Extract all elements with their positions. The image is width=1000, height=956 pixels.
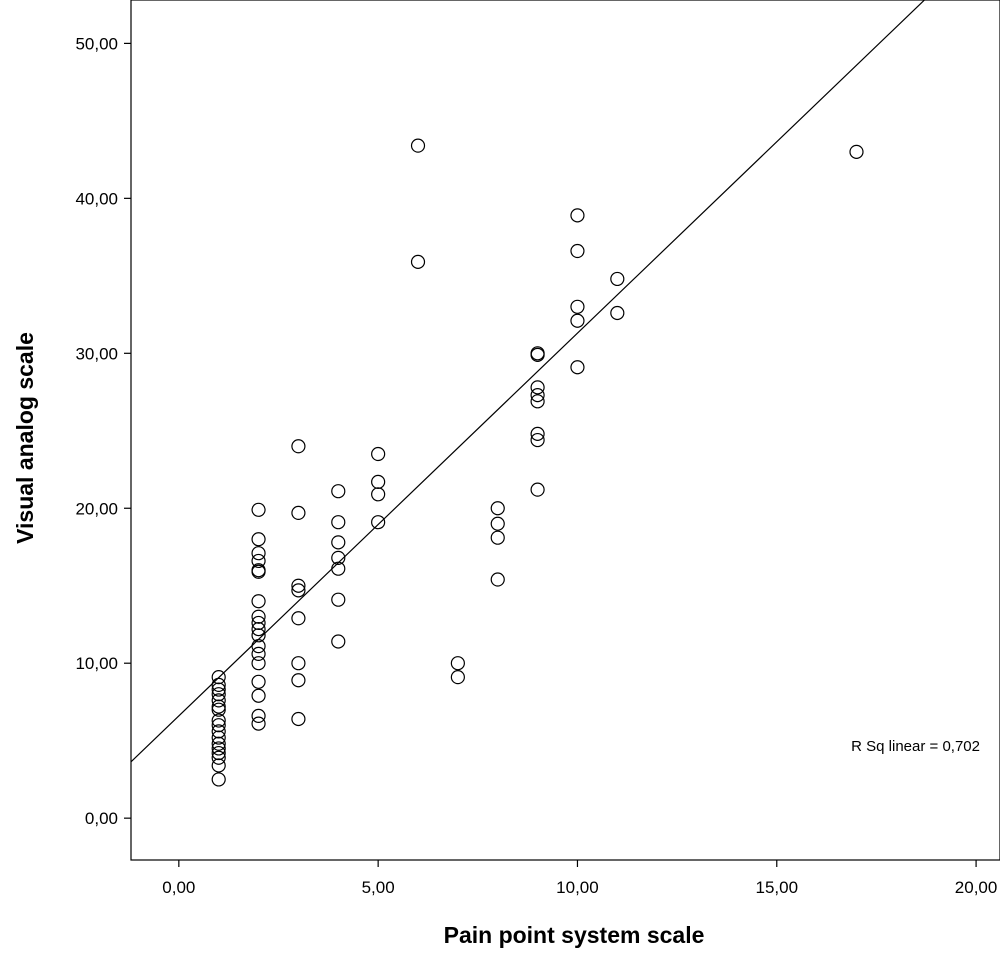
data-point (331, 535, 346, 550)
data-point (849, 144, 864, 159)
data-point (371, 474, 386, 490)
data-point (211, 699, 226, 714)
data-point (211, 724, 226, 739)
data-point (211, 693, 226, 708)
data-point (530, 432, 545, 448)
data-point (610, 271, 625, 287)
data-point (331, 550, 346, 565)
data-point (211, 713, 226, 728)
data-point (570, 243, 585, 259)
y-tick-label: 50,00 (75, 34, 118, 53)
data-point (291, 439, 306, 454)
data-point (211, 730, 226, 745)
y-tick-label: 30,00 (75, 344, 118, 363)
data-point (490, 516, 505, 531)
data-point (211, 745, 226, 761)
data-point (530, 482, 545, 497)
data-point (410, 254, 426, 269)
data-point (211, 682, 226, 697)
data-point (371, 487, 386, 502)
data-point (530, 388, 545, 403)
y-tick-label: 20,00 (75, 499, 118, 518)
data-point (251, 564, 266, 579)
data-point (530, 426, 545, 441)
y-axis: 0,00 10,00 20,00 30,00 40,00 50,00 (75, 34, 131, 828)
data-point (251, 628, 266, 643)
x-tick-label: 5,00 (362, 878, 395, 897)
plot-area (130, 0, 1000, 861)
data-point (450, 670, 465, 685)
data-point (251, 546, 266, 561)
x-tick-label: 0,00 (162, 878, 195, 897)
data-point (371, 515, 386, 530)
data-point (331, 515, 346, 530)
data-point (291, 611, 306, 626)
data-point (331, 592, 346, 607)
data-point (251, 553, 266, 569)
x-tick-label: 20,00 (955, 878, 998, 897)
data-point (291, 656, 306, 671)
data-point (570, 299, 585, 314)
x-axis: 0,00 5,00 10,00 15,00 20,00 (162, 860, 997, 897)
regression-line (131, 0, 926, 763)
data-point (251, 639, 266, 654)
data-point (291, 711, 306, 727)
data-point (331, 561, 346, 576)
r-squared-annotation: R Sq linear = 0,702 (851, 738, 980, 755)
data-point (331, 484, 346, 499)
data-point (251, 594, 266, 609)
data-point (251, 622, 266, 637)
data-point (450, 656, 465, 671)
x-tick-label: 15,00 (755, 878, 798, 897)
data-point (530, 380, 545, 395)
data-point (490, 501, 505, 516)
data-point (570, 360, 585, 375)
data-point (251, 674, 266, 689)
data-point (211, 736, 226, 751)
data-point (211, 741, 226, 756)
data-point (251, 609, 266, 624)
data-point (570, 208, 585, 223)
x-tick-label: 10,00 (556, 878, 599, 897)
y-axis-title: Visual analog scale (12, 332, 38, 544)
y-tick-label: 10,00 (75, 654, 118, 673)
data-point (211, 772, 226, 787)
data-point (410, 138, 426, 153)
data-point (251, 532, 266, 547)
data-point (331, 634, 346, 649)
data-point (490, 530, 505, 545)
data-point (610, 305, 625, 321)
data-point (251, 646, 266, 662)
data-point (211, 718, 226, 733)
x-axis-title: Pain point system scale (444, 922, 705, 948)
data-point (211, 677, 226, 693)
data-point (211, 758, 226, 773)
y-tick-label: 40,00 (75, 189, 118, 208)
data-point (570, 313, 585, 328)
plot-frame (130, 0, 1000, 861)
data-point (371, 446, 386, 462)
data-point (291, 673, 306, 688)
data-point (251, 656, 266, 671)
data-point (530, 347, 545, 362)
data-point (490, 572, 505, 587)
data-point (251, 716, 266, 731)
data-point (291, 505, 306, 521)
data-point (211, 687, 226, 702)
data-point (211, 702, 226, 717)
data-point (251, 708, 266, 723)
data-point (291, 578, 306, 593)
data-point (211, 750, 226, 765)
data-point (291, 583, 306, 598)
data-point (251, 688, 266, 703)
data-point (251, 502, 266, 517)
data-point (530, 394, 545, 409)
data-point (251, 615, 266, 631)
y-tick-label: 0,00 (85, 809, 118, 828)
data-point (211, 670, 226, 685)
